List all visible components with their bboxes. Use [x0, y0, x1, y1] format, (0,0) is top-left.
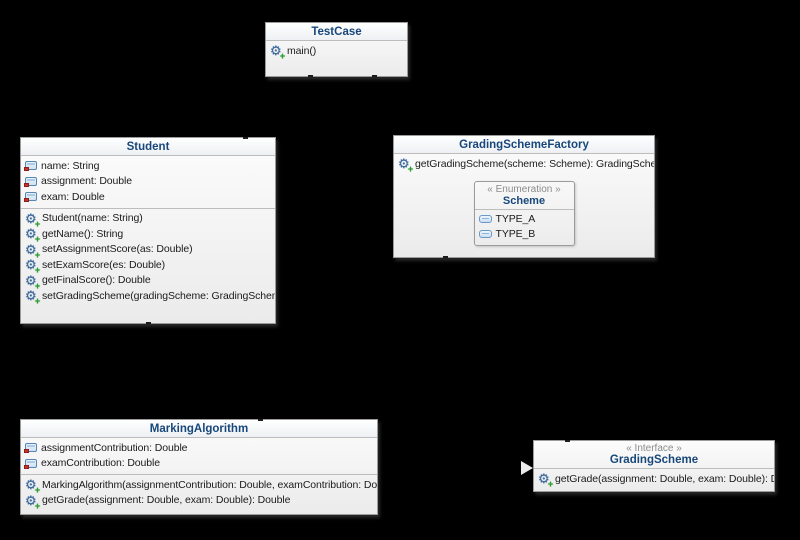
class-box-student[interactable]: Student name: String assignment: Double … [20, 137, 276, 324]
method-label: main() [287, 44, 317, 57]
method-label: getGradingScheme(scheme: Scheme): Gradin… [415, 157, 655, 170]
field-label: name: String [41, 159, 100, 172]
method-compartment: Student(name: String) getName(): String … [21, 209, 275, 307]
method-label: setExamScore(es: Double) [42, 258, 166, 271]
class-box-markingalgorithm[interactable]: MarkingAlgorithm assignmentContribution:… [20, 419, 378, 515]
field-label: examContribution: Double [41, 457, 161, 470]
connector-stub [565, 440, 570, 442]
public-operation-icon [398, 157, 413, 174]
method-label: getGrade(assignment: Double, exam: Doubl… [42, 494, 291, 507]
method-row[interactable]: setGradingScheme(gradingScheme: GradingS… [21, 288, 276, 306]
enum-box-scheme[interactable]: « Enumeration » Scheme TYPE_A TYPE_B [473, 180, 575, 246]
field-label: assignmentContribution: Double [41, 441, 188, 454]
private-field-icon [24, 176, 37, 187]
method-row[interactable]: getGrade(assignment: Double, exam: Doubl… [21, 493, 377, 511]
private-field-icon [24, 443, 37, 454]
field-compartment: name: String assignment: Double exam: Do… [21, 156, 275, 209]
method-label: setAssignmentScore(as: Double) [42, 243, 193, 256]
method-row[interactable]: MarkingAlgorithm(assignmentContribution:… [21, 477, 378, 495]
class-title[interactable]: Student [21, 138, 275, 156]
method-compartment: MarkingAlgorithm(assignmentContribution:… [21, 475, 377, 511]
method-row[interactable]: getGradingScheme(scheme: Scheme): Gradin… [394, 156, 655, 174]
method-compartment: getGradingScheme(scheme: Scheme): Gradin… [394, 154, 654, 249]
method-label: getFinalScore(): Double [42, 274, 151, 287]
public-operation-icon [25, 212, 40, 229]
public-operation-icon [25, 478, 40, 495]
class-title[interactable]: MarkingAlgorithm [21, 420, 377, 438]
enum-literal-icon [478, 230, 492, 238]
public-operation-icon [25, 243, 40, 260]
method-label: MarkingAlgorithm(assignmentContribution:… [42, 478, 378, 491]
class-title[interactable]: TestCase [266, 23, 407, 41]
field-row[interactable]: name: String [21, 158, 275, 174]
field-row[interactable]: assignment: Double [21, 174, 275, 190]
connector-stub [372, 75, 377, 77]
method-row[interactable]: setAssignmentScore(as: Double) [21, 242, 275, 260]
public-operation-icon [25, 227, 40, 244]
public-operation-icon [538, 472, 553, 489]
connector-stub [443, 256, 448, 258]
public-operation-icon [25, 274, 40, 291]
method-row[interactable]: main() [266, 43, 407, 61]
enum-literal-compartment: TYPE_A TYPE_B [475, 210, 574, 245]
enum-literal-row[interactable]: TYPE_A [475, 212, 574, 227]
private-field-icon [24, 192, 37, 203]
public-operation-icon [25, 258, 40, 275]
field-compartment: assignmentContribution: Double examContr… [21, 438, 377, 475]
class-box-gradingschemefactory[interactable]: GradingSchemeFactory getGradingScheme(sc… [393, 135, 655, 258]
field-label: assignment: Double [41, 175, 133, 188]
class-title[interactable]: GradingScheme [534, 454, 774, 469]
method-compartment: main() [266, 41, 407, 62]
field-row[interactable]: examContribution: Double [21, 456, 377, 472]
method-label: getName(): String [42, 227, 124, 240]
method-label: setGradingScheme(gradingScheme: GradingS… [42, 289, 276, 302]
public-operation-icon [25, 289, 40, 306]
field-row[interactable]: exam: Double [21, 189, 275, 205]
field-row[interactable]: assignmentContribution: Double [21, 440, 377, 456]
public-operation-icon [270, 44, 285, 61]
method-row[interactable]: getGrade(assignment: Double, exam: Doubl… [534, 471, 774, 489]
connector-stub [308, 75, 313, 77]
enum-literal-label: TYPE_B [495, 228, 536, 240]
enum-stereotype: « Enumeration » [487, 183, 561, 195]
enum-literal-icon [478, 215, 492, 223]
realization-triangle-arrowhead[interactable] [521, 461, 533, 475]
method-label: Student(name: String) [42, 212, 143, 225]
class-box-testcase[interactable]: TestCase main() [265, 22, 408, 77]
interface-stereotype: « Interface » [626, 443, 682, 454]
class-box-gradingscheme[interactable]: « Interface » GradingScheme getGrade(ass… [533, 440, 775, 492]
connector-stub [146, 322, 151, 324]
method-row[interactable]: getName(): String [21, 226, 275, 244]
field-label: exam: Double [41, 190, 105, 203]
connector-stub [258, 419, 263, 421]
method-compartment: getGrade(assignment: Double, exam: Doubl… [534, 469, 774, 490]
class-title[interactable]: GradingSchemeFactory [394, 136, 654, 154]
enum-literal-label: TYPE_A [495, 213, 536, 225]
private-field-icon [24, 161, 37, 172]
connector-stub [243, 137, 248, 139]
method-row[interactable]: setExamScore(es: Double) [21, 257, 275, 275]
method-label: getGrade(assignment: Double, exam: Doubl… [555, 472, 774, 485]
method-row[interactable]: Student(name: String) [21, 211, 275, 229]
public-operation-icon [25, 494, 40, 511]
method-row[interactable]: getFinalScore(): Double [21, 273, 275, 291]
private-field-icon [24, 458, 37, 469]
enum-title[interactable]: Scheme [474, 195, 574, 210]
enum-literal-row[interactable]: TYPE_B [475, 227, 574, 242]
